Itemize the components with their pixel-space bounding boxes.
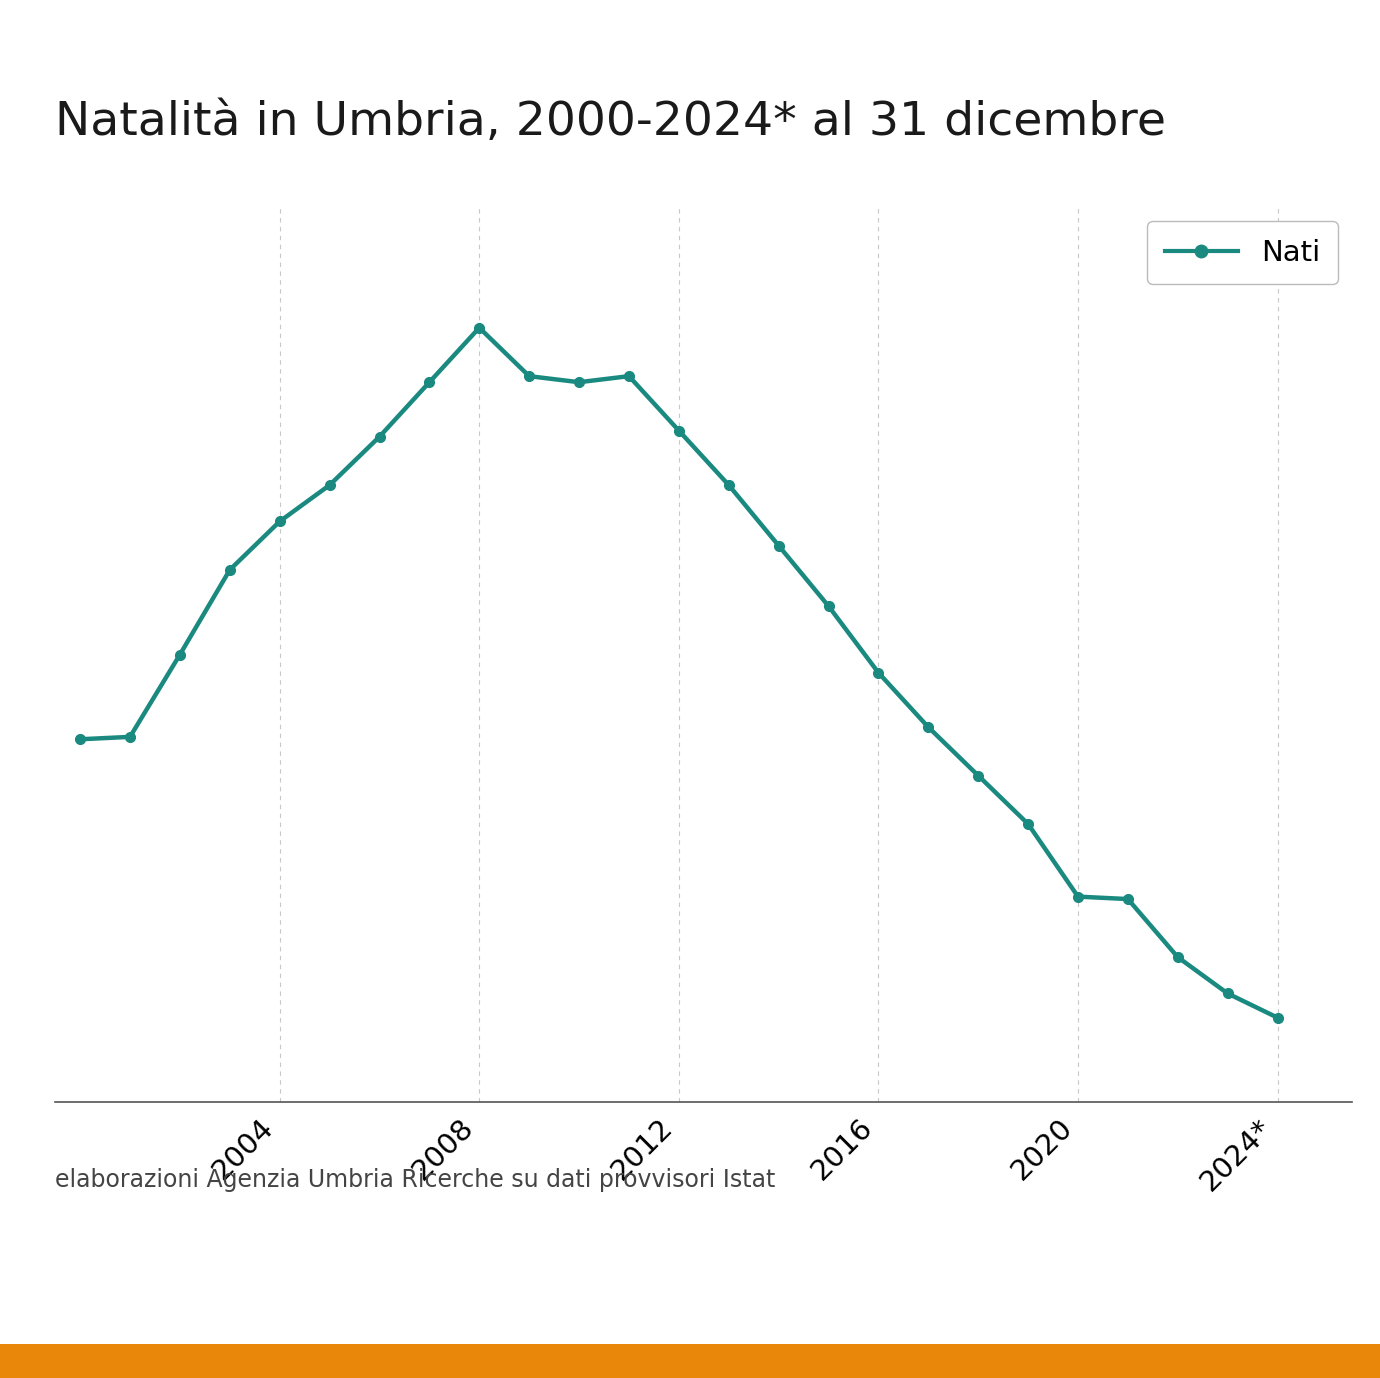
Text: Natalità in Umbria, 2000-2024* al 31 dicembre: Natalità in Umbria, 2000-2024* al 31 dic… (55, 99, 1166, 145)
Legend: Nati: Nati (1147, 222, 1337, 284)
Text: elaborazioni Agenzia Umbria Ricerche su dati provvisori Istat: elaborazioni Agenzia Umbria Ricerche su … (55, 1169, 776, 1192)
